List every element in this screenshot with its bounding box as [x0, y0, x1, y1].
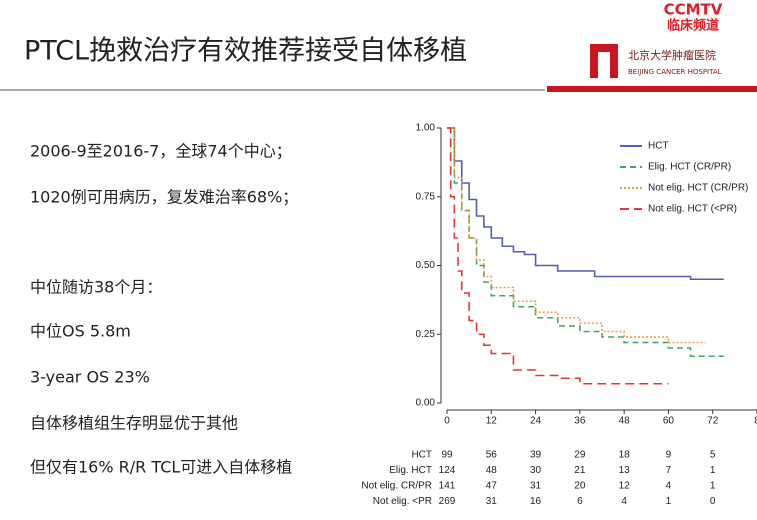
logo-text: BEIJING CANCER HOSPITAL	[628, 68, 722, 76]
chart: 0.000.250.500.751.0001224364860728HCTEli…	[361, 123, 757, 507]
risk-count: 31	[530, 481, 542, 492]
survival-curve	[447, 127, 706, 344]
risk-count: 124	[439, 465, 456, 476]
risk-count: 1	[666, 496, 672, 507]
x-tick-label: 72	[707, 416, 719, 427]
risk-count: 0	[710, 496, 716, 507]
bullets: 2006-9至2016-7，全球74个中心； 1020例可用病历，复发难治率68%…	[30, 142, 298, 477]
bullet: 但仅有16% R/R TCL可进入自体移植	[30, 458, 292, 477]
slide-title: PTCL挽救治疗有效推荐接受自体移植	[24, 36, 467, 67]
risk-count: 7	[666, 465, 672, 476]
x-tick-label: 12	[486, 416, 498, 427]
risk-label: Not elig. CR/PR	[361, 481, 432, 492]
risk-count: 47	[486, 481, 498, 492]
risk-label: Not elig. <PR	[373, 496, 432, 507]
bullet: 2006-9至2016-7，全球74个中心；	[30, 142, 292, 161]
risk-label: Elig. HCT	[389, 465, 432, 476]
risk-count: 6	[577, 496, 583, 507]
risk-count: 31	[486, 496, 498, 507]
x-tick-label: 24	[530, 416, 542, 427]
y-tick-label: 0.25	[416, 329, 436, 340]
risk-count: 4	[621, 496, 627, 507]
legend-label: HCT	[648, 141, 669, 152]
x-tick-label: 48	[619, 416, 631, 427]
risk-count: 20	[574, 481, 586, 492]
risk-count: 18	[619, 450, 631, 461]
y-tick-label: 0.50	[416, 260, 436, 271]
x-tick-label: 60	[663, 416, 675, 427]
watermark: 临床频道	[667, 18, 719, 34]
x-tick-label: 36	[574, 416, 586, 427]
bullet: 中位随访38个月：	[30, 278, 162, 297]
risk-label: HCT	[411, 450, 432, 461]
risk-count: 9	[666, 450, 672, 461]
risk-count: 1	[710, 465, 716, 476]
divider	[547, 86, 757, 92]
watermark: CCMTV	[664, 1, 723, 19]
x-tick-label: 0	[444, 416, 450, 427]
risk-count: 13	[619, 465, 631, 476]
risk-count: 16	[530, 496, 542, 507]
logo-icon	[598, 52, 610, 78]
survival-curve	[447, 127, 669, 385]
risk-count: 21	[574, 465, 586, 476]
risk-count: 39	[530, 450, 542, 461]
survival-curve	[447, 127, 724, 281]
risk-count: 141	[439, 481, 456, 492]
bullet: 1020例可用病历，复发难治率68%；	[30, 188, 298, 207]
y-tick-label: 0.75	[416, 191, 436, 202]
risk-count: 56	[486, 450, 498, 461]
divider	[0, 89, 545, 91]
legend-label: Elig. HCT (CR/PR)	[648, 162, 731, 173]
risk-count: 12	[619, 481, 631, 492]
bullet: 3-year OS 23%	[30, 368, 150, 387]
y-tick-label: 1.00	[416, 123, 436, 134]
risk-count: 30	[530, 465, 542, 476]
bullet: 中位OS 5.8m	[30, 322, 131, 341]
legend-label: Not elig. HCT (<PR)	[648, 204, 737, 215]
y-tick-label: 0.00	[416, 398, 436, 409]
risk-count: 29	[574, 450, 586, 461]
logo-text: 北京大学肿瘤医院	[628, 48, 716, 62]
risk-count: 99	[441, 450, 453, 461]
risk-count: 5	[710, 450, 716, 461]
legend-label: Not elig. HCT (CR/PR)	[648, 183, 748, 194]
bullet: 自体移植组生存明显优于其他	[30, 414, 238, 433]
risk-count: 269	[439, 496, 456, 507]
x-tick-label: 8	[754, 416, 757, 427]
risk-count: 1	[710, 481, 716, 492]
risk-count: 48	[486, 465, 498, 476]
risk-count: 4	[666, 481, 672, 492]
